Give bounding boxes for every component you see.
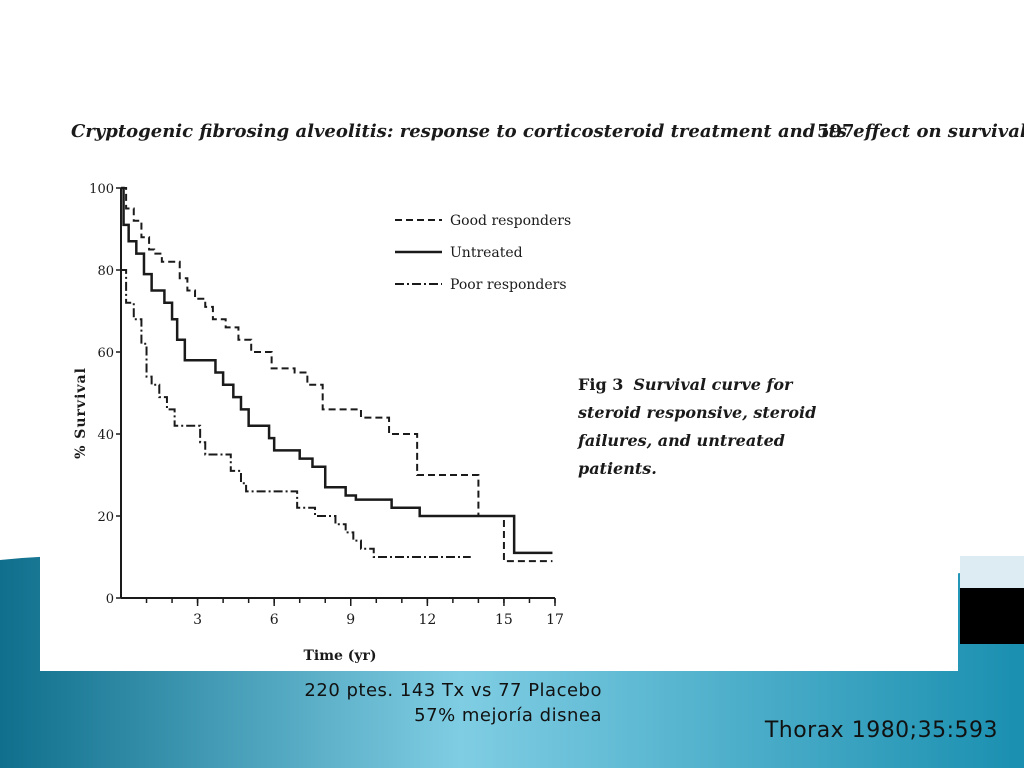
x-tick-label: 15 [495,612,513,628]
figure-caption-text: Survival curve for steroid responsive, s… [578,375,817,478]
y-tick-label: 60 [97,346,114,361]
y-tick-label: 80 [97,264,114,279]
page-number: 597 [817,121,855,142]
paper-title: Cryptogenic fibrosing alveolitis: respon… [71,121,1024,142]
figure-label: Fig 3 [578,375,624,394]
slide-caption: 220 ptes. 143 Tx vs 77 Placebo 57% mejor… [304,678,602,728]
y-tick-label: 40 [97,428,114,443]
series-line-untreated [121,186,553,555]
figure-caption: Fig 3 Survival curve for steroid responsi… [578,371,818,483]
x-tick-label: 3 [193,612,202,628]
chart-series [121,186,553,563]
chart-legend: Good responders Untreated Poor responders [395,213,571,293]
y-tick-label: 100 [89,182,114,197]
x-tick-label: 12 [418,612,436,628]
x-axis-label: Time (yr) [303,648,376,664]
legend-label: Good responders [450,213,571,229]
y-axis-label: % Survival [73,367,89,459]
y-tick-label: 20 [97,510,114,525]
paper-figure-scan: Cryptogenic fibrosing alveolitis: respon… [40,103,1024,671]
x-tick-label: 9 [346,612,355,628]
series-line-good-responders [121,187,553,563]
caption-line-1: 220 ptes. 143 Tx vs 77 Placebo [304,680,602,701]
series-line-poor-responders [121,269,471,558]
x-tick-label: 17 [546,612,564,628]
survival-chart: 0 20 40 60 80 100 3 6 9 12 15 17 Good responders Unt… [73,182,571,664]
legend-label: Untreated [450,245,523,261]
citation: Thorax 1980;35:593 [764,718,998,743]
y-tick-label: 0 [106,592,114,607]
legend-label: Poor responders [450,277,567,293]
caption-line-2: 57% mejoría disnea [414,705,602,726]
chart-axes: 0 20 40 60 80 100 3 6 9 12 15 17 [89,182,564,628]
x-tick-label: 6 [270,612,279,628]
